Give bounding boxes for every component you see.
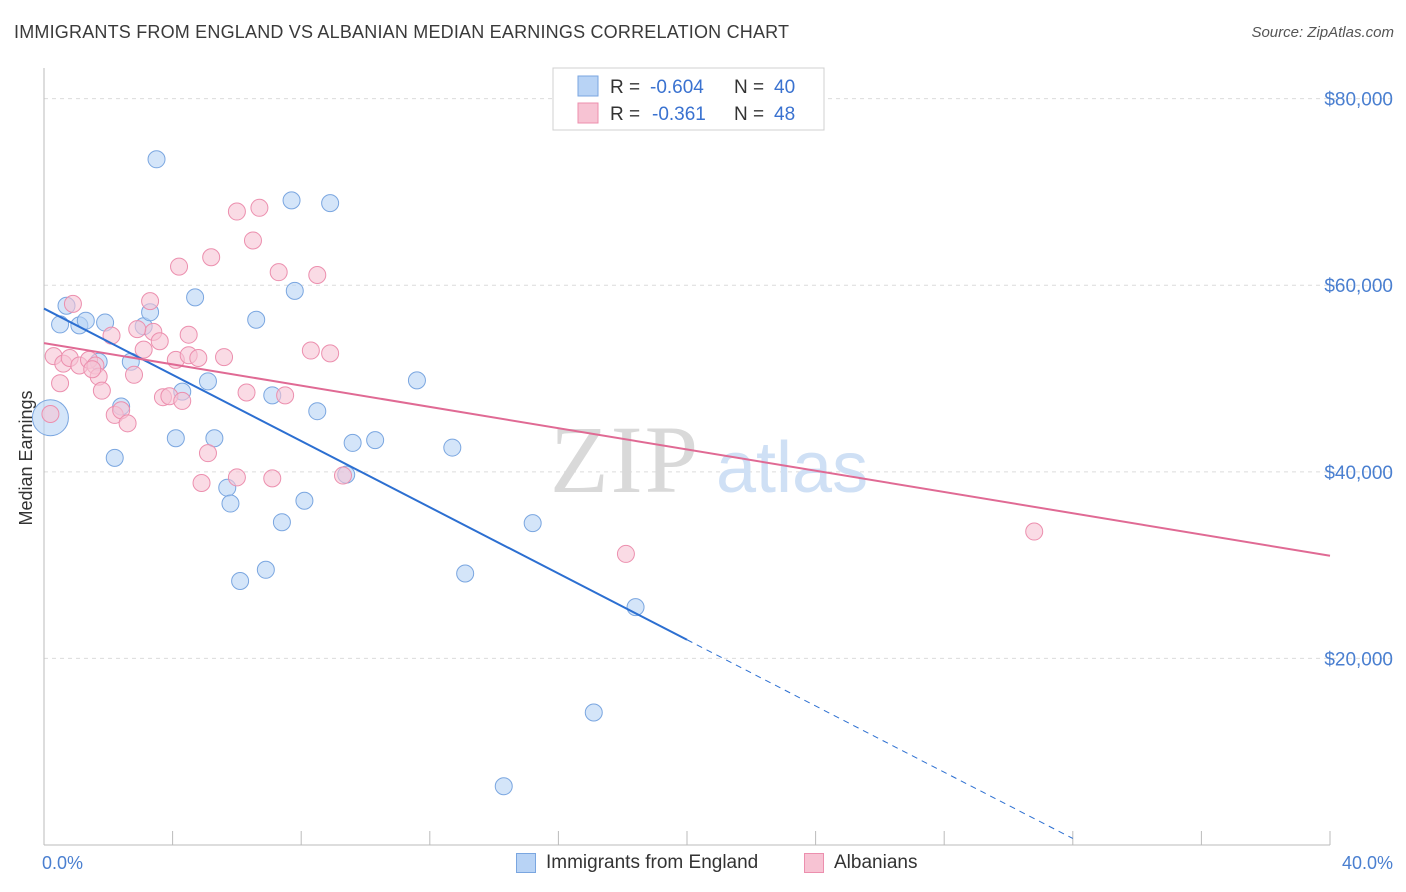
- trend-layer: [43, 307, 1331, 839]
- england-point-28: [308, 402, 327, 421]
- albanian-point-5: [63, 294, 82, 313]
- trend-line-albanians: [43, 342, 1331, 557]
- y-tick-label-1: $40,000: [1324, 463, 1393, 484]
- england-point-22: [256, 560, 275, 579]
- trend-line-england: [43, 307, 688, 641]
- england-point-32: [366, 431, 385, 450]
- bottom-legend-label-albanians: Albanians: [834, 852, 918, 873]
- legend-n-value-2: 48: [774, 104, 795, 125]
- england-point-20: [231, 571, 250, 590]
- legend-swatch-england: [577, 75, 599, 97]
- series-albanian: [41, 198, 1044, 563]
- x-tick-label-0: 0.0%: [42, 853, 83, 873]
- axis-layer: $20,000 $40,000 $60,000 $80,000 0.0% 40.0%: [42, 68, 1393, 873]
- albanian-point-26: [179, 325, 198, 344]
- albanian-point-2: [51, 374, 70, 393]
- albanian-point-23: [173, 391, 192, 410]
- albanian-point-28: [198, 444, 217, 463]
- bottom-legend-swatch-albanians: [804, 853, 824, 873]
- grid-layer: [44, 98, 1394, 659]
- bottom-legend-swatch-england: [516, 853, 536, 873]
- england-point-25: [282, 191, 301, 210]
- england-point-39: [494, 777, 513, 796]
- albanian-point-15: [125, 365, 144, 384]
- albanian-point-10: [92, 381, 111, 400]
- england-point-7: [105, 448, 124, 467]
- legend-r-label-2: R =: [610, 104, 640, 125]
- albanian-point-17: [141, 292, 160, 311]
- albanian-point-24: [170, 257, 189, 276]
- legend-n-label-2: N =: [734, 104, 764, 125]
- england-point-36: [523, 514, 542, 533]
- england-point-31: [343, 433, 362, 452]
- albanian-point-34: [243, 231, 262, 250]
- source-label: Source: ZipAtlas.com: [1251, 24, 1394, 41]
- bottom-legend-item-albanians: Albanians: [804, 852, 917, 874]
- england-point-19: [221, 494, 240, 513]
- england-point-13: [166, 429, 185, 448]
- england-point-24: [272, 513, 291, 532]
- stats-legend: R = -0.604 N = 40 R = -0.361 N = 48: [552, 67, 825, 131]
- bottom-legend-item-england: Immigrants from England: [516, 852, 758, 874]
- albanian-point-31: [227, 468, 246, 487]
- bottom-legend-label-england: Immigrants from England: [546, 852, 759, 873]
- england-point-34: [443, 438, 462, 457]
- england-point-12: [147, 150, 166, 169]
- england-point-21: [247, 310, 266, 329]
- watermark-atlas: atlas: [716, 428, 868, 508]
- y-tick-label-2: $60,000: [1324, 276, 1393, 297]
- y-tick-label-0: $20,000: [1324, 649, 1393, 670]
- england-point-37: [584, 703, 603, 722]
- albanian-point-40: [308, 265, 327, 284]
- albanian-point-47: [189, 349, 208, 368]
- albanian-point-19: [150, 332, 169, 351]
- albanian-point-37: [269, 263, 288, 282]
- england-point-33: [407, 371, 426, 390]
- albanian-point-16: [134, 340, 153, 359]
- england-point-17: [205, 429, 224, 448]
- trend-line-england-extension: [686, 639, 1074, 839]
- series-layer: [31, 150, 1044, 796]
- albanian-point-27: [192, 474, 211, 493]
- albanian-point-14: [118, 414, 137, 433]
- watermark: ZIP atlas: [550, 406, 868, 513]
- albanian-point-38: [276, 386, 295, 405]
- x-tick-label-1: 40.0%: [1342, 853, 1393, 873]
- y-axis-label: Median Earnings: [16, 390, 36, 525]
- albanian-point-11: [102, 326, 121, 345]
- albanian-point-33: [237, 383, 256, 402]
- england-point-26: [285, 281, 304, 300]
- legend-r-label-1: R =: [610, 77, 640, 98]
- albanian-point-42: [333, 466, 352, 485]
- albanian-point-29: [202, 248, 221, 267]
- albanian-point-41: [321, 344, 340, 363]
- albanian-point-36: [263, 469, 282, 488]
- albanian-point-44: [1025, 522, 1044, 541]
- albanian-point-35: [250, 198, 269, 217]
- legend-r-value-1: -0.604: [650, 77, 704, 98]
- albanian-point-43: [616, 544, 635, 563]
- england-point-29: [321, 194, 340, 213]
- albanian-point-39: [301, 341, 320, 360]
- watermark-zip: ZIP: [550, 406, 700, 513]
- england-point-15: [186, 288, 205, 307]
- legend-swatch-albanians: [577, 102, 599, 124]
- chart-title: IMMIGRANTS FROM ENGLAND VS ALBANIAN MEDI…: [14, 22, 790, 42]
- legend-n-value-1: 40: [774, 77, 795, 98]
- bottom-legend: Immigrants from England Albanians: [0, 852, 1406, 878]
- england-point-27: [295, 491, 314, 510]
- albanian-point-32: [227, 202, 246, 221]
- england-point-35: [456, 564, 475, 583]
- albanian-point-45: [83, 360, 102, 379]
- albanian-point-46: [128, 320, 147, 339]
- england-point-16: [198, 372, 217, 391]
- y-tick-label-3: $80,000: [1324, 90, 1393, 111]
- albanian-point-30: [215, 348, 234, 367]
- england-point-1: [51, 315, 70, 334]
- legend-n-label-1: N =: [734, 77, 764, 98]
- legend-r-value-2: -0.361: [652, 104, 706, 125]
- albanian-point-0: [41, 404, 60, 423]
